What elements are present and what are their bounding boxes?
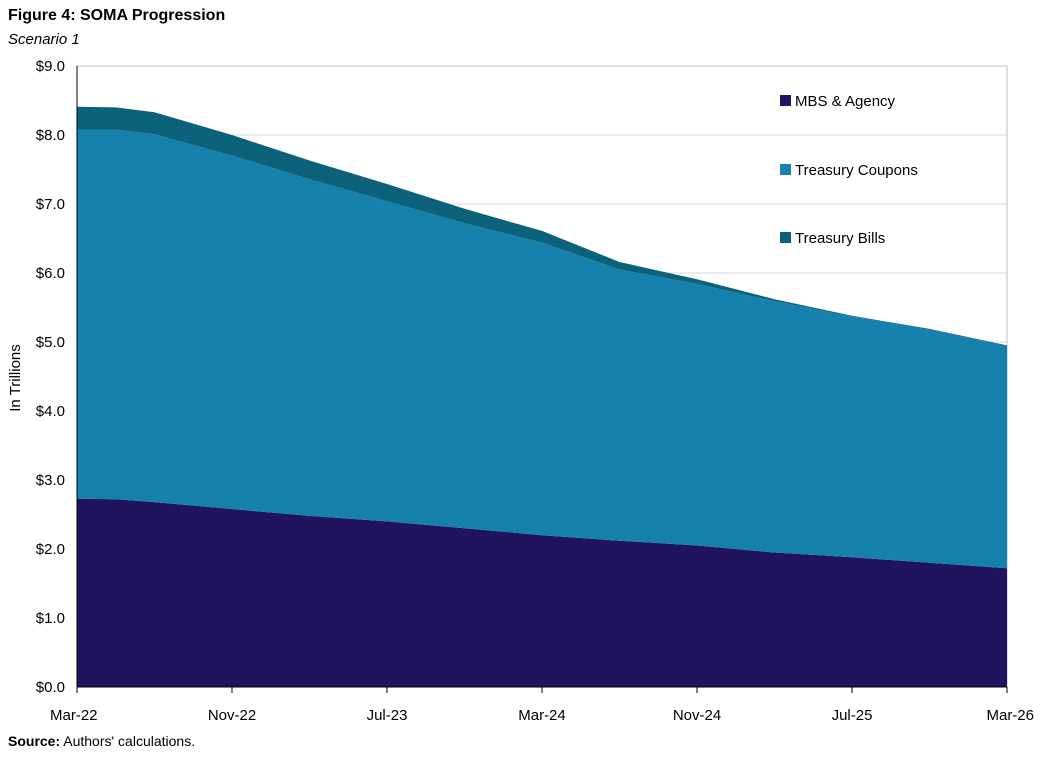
area-mbs-agency [77,498,1007,687]
legend-swatch [780,95,791,106]
x-tick-label: Mar-24 [518,707,566,724]
legend-swatch [780,164,791,175]
legend-label: Treasury Bills [795,230,885,247]
y-tick-label: $1.0 [36,610,65,627]
axes: $0.0 $1.0 $2.0 $3.0 $4.0 $5.0 $6.0 $7.0 $8.0 $9.0… [36,58,1034,724]
legend-swatch [780,232,791,243]
chart-subtitle: Scenario 1 [8,31,80,48]
x-tick-label: Nov-22 [208,707,256,724]
y-tick-label: $8.0 [36,127,65,144]
x-tick-label: Mar-22 [50,707,98,724]
x-tick-label: Nov-24 [673,707,721,724]
stacked-areas [77,106,1007,687]
y-axis-title: In Trillions [7,344,24,412]
x-tick-label: Jul-25 [832,707,873,724]
legend-label: Treasury Coupons [795,162,918,179]
y-tick-label: $7.0 [36,196,65,213]
legend-label: MBS & Agency [795,93,896,110]
legend: MBS & Agency Treasury Coupons Treasury Bil… [780,93,918,247]
source-label: Source: [8,733,61,749]
x-tick-label: Jul-23 [367,707,408,724]
y-tick-label: $6.0 [36,265,65,282]
area-treasury-bills [77,106,1007,347]
y-tick-label: $3.0 [36,472,65,489]
y-tick-label: $0.0 [36,679,65,696]
x-tick-label: Mar-26 [986,707,1034,724]
y-tick-label: $2.0 [36,541,65,558]
area-treasury-coupons [77,129,1007,569]
source-note: Source: Authors' calculations. [8,733,195,749]
y-tick-label: $4.0 [36,403,65,420]
y-tick-label: $9.0 [36,58,65,75]
y-tick-label: $5.0 [36,334,65,351]
chart-title: Figure 4: SOMA Progression [8,7,226,24]
source-text: Authors' calculations. [63,733,196,749]
